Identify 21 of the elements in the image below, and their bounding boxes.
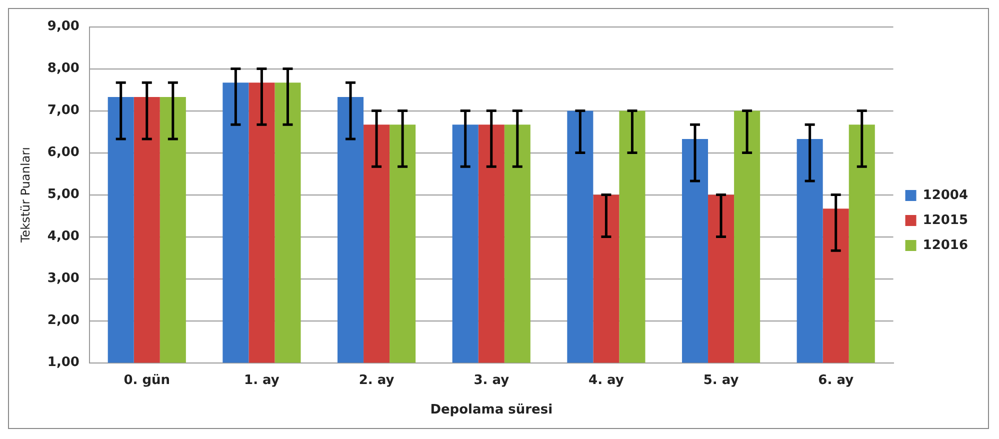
y-tick-label: 6,00	[47, 145, 80, 160]
y-tick-label: 9,00	[47, 19, 80, 34]
y-tick-label: 8,00	[47, 61, 80, 76]
x-tick-label: 3. ay	[474, 372, 510, 388]
y-axis-title: Tekstür Puanları	[18, 147, 32, 244]
y-tick-label: 4,00	[47, 229, 80, 244]
x-tick-label: 1. ay	[244, 372, 280, 388]
y-tick-label: 2,00	[47, 313, 80, 328]
legend-label: 12004	[922, 188, 968, 203]
legend-label: 12016	[922, 238, 968, 253]
legend-label: 12015	[922, 212, 968, 228]
y-tick-label: 5,00	[47, 187, 80, 202]
x-axis-title: Depolama süresi	[430, 402, 553, 418]
y-tick-label: 7,00	[47, 103, 80, 118]
x-tick-label: 2. ay	[358, 372, 395, 388]
x-tick-label: 4. ay	[588, 372, 624, 388]
x-tick-label: 0. gün	[124, 372, 170, 388]
x-tick-label: 6. ay	[818, 372, 854, 388]
y-tick-label: 3,00	[47, 271, 80, 286]
y-tick-label: 1,00	[47, 355, 80, 370]
x-tick-label: 5. ay	[703, 372, 740, 388]
